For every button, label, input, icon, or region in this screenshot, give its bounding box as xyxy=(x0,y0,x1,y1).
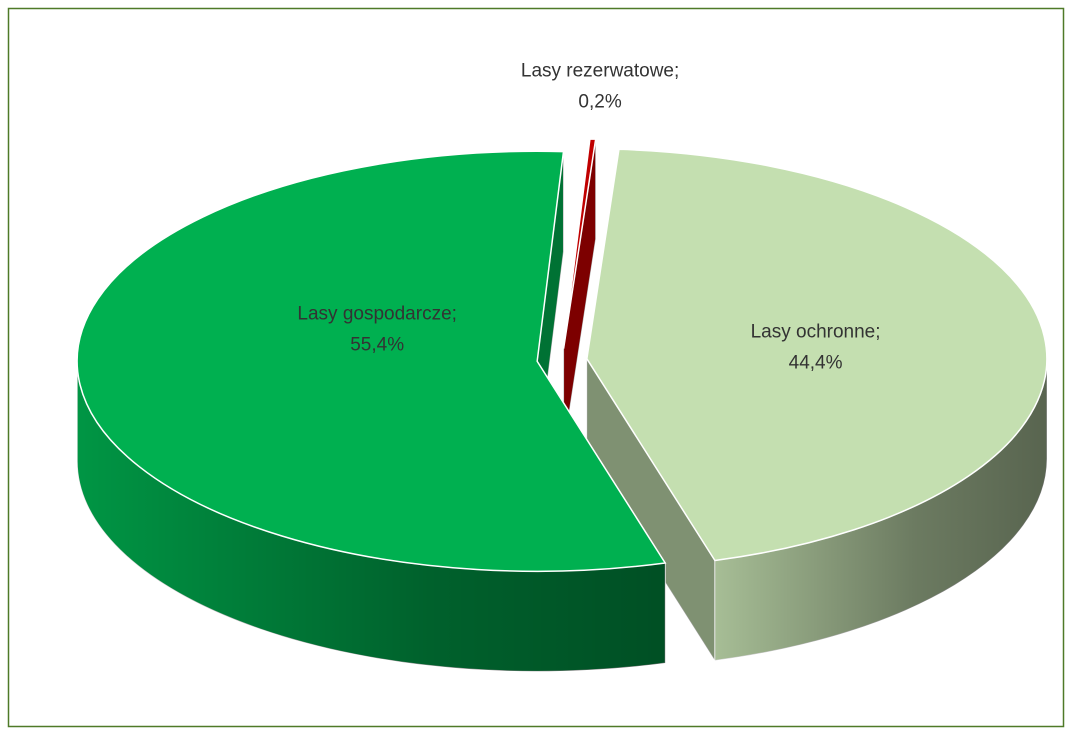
data-label: 44,4% xyxy=(789,353,843,374)
data-label: 0,2% xyxy=(578,92,621,113)
slice xyxy=(586,148,1048,562)
data-label: 55,4% xyxy=(350,335,404,356)
slice-side-shade xyxy=(714,358,1047,661)
slice-side-shade xyxy=(563,139,596,449)
slice xyxy=(76,150,667,573)
data-label-name: Lasy gospodarcze; xyxy=(297,304,457,325)
data-label-name: Lasy rezerwatowe; xyxy=(521,61,679,82)
data-label-name: Lasy ochronne; xyxy=(751,322,881,343)
slice-side-shade xyxy=(77,361,666,672)
slice-side-shade xyxy=(586,358,715,661)
slice xyxy=(562,138,597,349)
